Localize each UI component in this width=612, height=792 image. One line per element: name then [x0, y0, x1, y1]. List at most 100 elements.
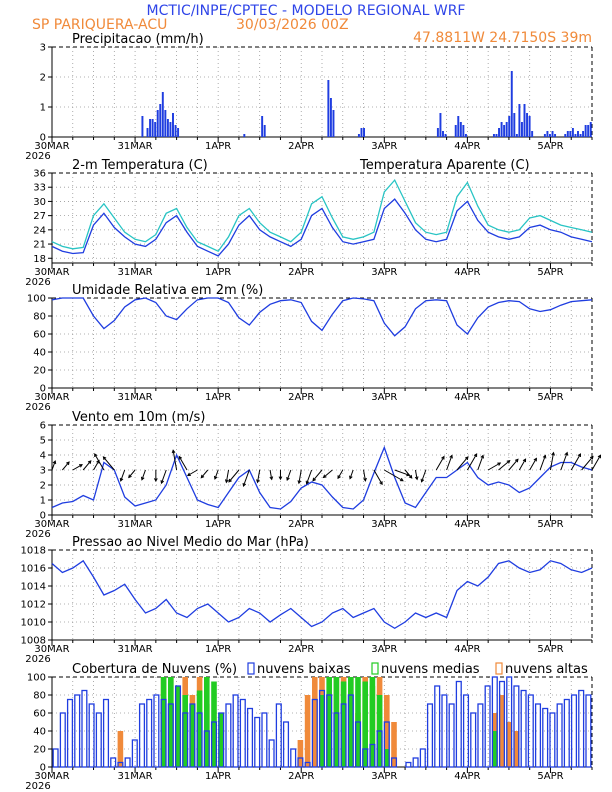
clouds-bar-nuvens-baixas [110, 757, 117, 768]
wind-vector [570, 453, 581, 471]
slp-xtick-label: 5APR [537, 644, 563, 655]
precip-bar [548, 134, 551, 137]
precip-bar [579, 134, 582, 137]
clouds-bar-nuvens-baixas [102, 698, 110, 768]
wind-vector-head [497, 462, 502, 466]
precip-bar [462, 125, 465, 137]
temp-xtick-label: 4APR [454, 267, 480, 278]
wind-vector [487, 462, 501, 471]
precip-ytick-label: 0 [40, 133, 46, 144]
clouds-bar-nuvens-baixas [189, 703, 196, 768]
wind-vector [72, 464, 83, 471]
clouds-xtick-label: 31MAR [117, 771, 152, 782]
wind-vector [560, 452, 568, 471]
precip-bar [149, 119, 152, 137]
precip-xtick-label: 5APR [537, 141, 563, 152]
clouds-bar-nuvens-baixas [419, 748, 426, 768]
precip-bar [159, 104, 162, 137]
wind-vector-head [551, 451, 555, 456]
precip-bar [526, 113, 529, 137]
clouds-bar-nuvens-baixas [470, 712, 477, 768]
precip-bar [584, 125, 587, 137]
clouds-bar-nuvens-medias [319, 695, 325, 767]
clouds-bar-nuvens-baixas [318, 689, 326, 768]
rh-xtick-label: 4APR [454, 392, 480, 403]
rh-year-label: 2026 [25, 402, 50, 413]
rh-line-main [51, 297, 593, 337]
clouds-bar-nuvens-baixas [59, 712, 66, 768]
precip-bar [564, 134, 567, 137]
precip-bar [505, 122, 508, 137]
clouds-bar-nuvens-baixas [448, 703, 455, 768]
clouds-bar-nuvens-baixas [542, 707, 549, 768]
clouds-bar-nuvens-baixas [563, 698, 570, 768]
wind-vector-head [597, 454, 602, 459]
temp-panel: 18 21 24 27 30 33 36 30MAR 31MAR 1APR 2APR 3APR 4APR… [25, 158, 593, 288]
precip-title: Precipitacao (mm/h) [72, 32, 204, 47]
wind-vector-head [349, 475, 353, 480]
wind-year-label: 2026 [25, 529, 50, 540]
precip-bar [495, 134, 498, 137]
clouds-bar-nuvens-baixas [52, 748, 59, 768]
temp-xtick-label: 1APR [205, 267, 231, 278]
wind-vector [404, 469, 413, 479]
clouds-bar-nuvens-baixas [146, 698, 153, 768]
rh-xtick-label: 2APR [288, 392, 314, 403]
rh-panel: 0 20 40 60 80 100 30MAR 31MAR 1APR 2APR 3APR 4APR 5A… [25, 283, 593, 413]
wind-vector-head [256, 479, 260, 484]
wind-panel: 0 1 2 3 4 5 6 30MAR 31MAR 1APR 2APR 3APR 4APR 5APR 202… [25, 410, 602, 540]
slp-year-label: 2026 [25, 654, 50, 665]
clouds-bar-nuvens-altas [297, 740, 304, 767]
wind-vector-head [589, 455, 594, 460]
precip-bar [141, 116, 144, 137]
precip-ytick-label: 2 [40, 73, 46, 84]
wind-vector [94, 453, 105, 471]
wind-vector [363, 469, 366, 481]
clouds-bar-nuvens-baixas [405, 761, 412, 768]
wind-vector [82, 460, 92, 471]
wind-ytick-label: 6 [40, 421, 46, 432]
clouds-bar-nuvens-baixas [282, 721, 290, 768]
clouds-bar-nuvens-baixas [74, 694, 81, 768]
clouds-ytick-label: 60 [33, 709, 46, 720]
clouds-legend-swatch [371, 662, 379, 675]
clouds-bar-nuvens-baixas [239, 698, 246, 768]
wind-vector-head [577, 453, 582, 457]
wind-vector-head [449, 454, 453, 459]
precip-bar [566, 131, 569, 137]
precip-bar [571, 128, 574, 137]
clouds-xtick-label: 5APR [537, 771, 563, 782]
precip-bar [546, 131, 549, 137]
wind-vector [93, 460, 100, 471]
wind-vector-head [564, 451, 569, 456]
wind-xtick-label: 31MAR [117, 519, 152, 530]
slp-ytick-label: 1018 [21, 546, 46, 557]
wind-vector-head [153, 478, 158, 483]
wind-vector [187, 469, 198, 476]
clouds-ytick-label: 100 [27, 673, 46, 684]
precip-bar [357, 134, 360, 137]
precip-bar [498, 128, 501, 137]
wind-vector [298, 469, 302, 484]
wind-vector [200, 469, 209, 479]
clouds-bar-nuvens-medias [182, 695, 188, 767]
wind-vector [312, 469, 323, 482]
wind-line-main [51, 445, 593, 510]
clouds-bar-nuvens-medias [492, 731, 498, 767]
header-coordinates: 47.8811W 24.7150S 39m [413, 30, 592, 46]
wind-vector [337, 469, 344, 479]
slp-xtick-label: 1APR [205, 644, 231, 655]
wind-ytick-label: 2 [40, 481, 46, 492]
clouds-bar-nuvens-baixas [534, 703, 542, 768]
clouds-bar-nuvens-baixas [354, 721, 362, 768]
clouds-ytick-label: 20 [33, 745, 46, 756]
precip-bar [329, 98, 332, 137]
precip-bar [464, 134, 467, 137]
wind-vector [384, 469, 404, 482]
wind-vector-head [480, 454, 485, 459]
wind-vector [529, 458, 537, 471]
slp-line-main [51, 559, 593, 630]
slp-ytick-label: 1016 [21, 564, 46, 575]
wind-vector-head [514, 458, 519, 463]
